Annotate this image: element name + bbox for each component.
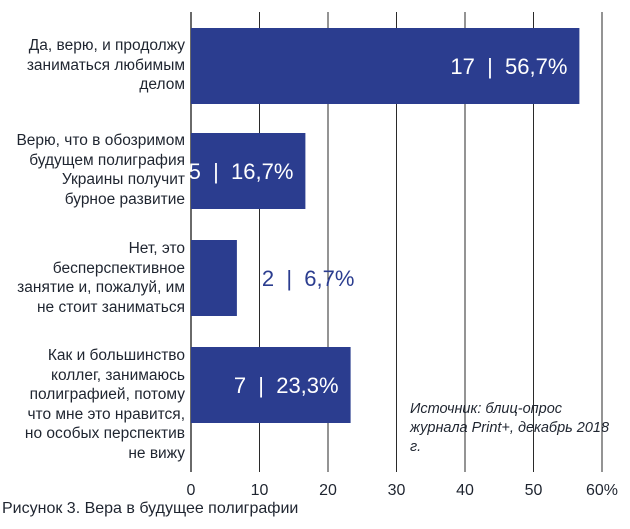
x-tick-label: 50 — [525, 482, 543, 499]
category-label: Да, верю, и продолжу заниматься любимым … — [26, 37, 185, 93]
figure-caption: Рисунок 3. Вера в будущее полиграфии — [2, 500, 299, 517]
bar — [191, 347, 351, 423]
bar — [191, 133, 306, 209]
data-labels: 17 | 56,7% 5 | 16,7% 2 | 6,7% 7 | 23,3% — [189, 54, 568, 398]
source-note: Источник: блиц-опрос журнала Print+, дек… — [410, 401, 610, 455]
category-label: Как и большинство коллег, занимаюсь поли… — [24, 347, 185, 462]
category-label: Нет, это бесперспективное занятие и, пож… — [17, 240, 185, 316]
x-tick-label: 60% — [586, 482, 618, 499]
bars — [191, 28, 580, 423]
x-tick-label: 10 — [251, 482, 269, 499]
x-tick-label: 40 — [456, 482, 474, 499]
x-tick-label: 0 — [187, 482, 196, 499]
category-label: Верю, что в обозримом будущем полиграфия… — [16, 132, 185, 208]
x-tick-label: 30 — [388, 482, 406, 499]
bar — [191, 28, 580, 104]
bar — [191, 240, 237, 316]
data-label: 7 | 23,3% — [234, 373, 339, 398]
x-axis-ticks: 0 10 20 30 40 50 60% — [187, 482, 618, 499]
data-label: 17 | 56,7% — [450, 54, 567, 79]
x-tick-label: 20 — [319, 482, 337, 499]
data-label: 2 | 6,7% — [262, 266, 355, 291]
data-label: 5 | 16,7% — [189, 159, 294, 184]
